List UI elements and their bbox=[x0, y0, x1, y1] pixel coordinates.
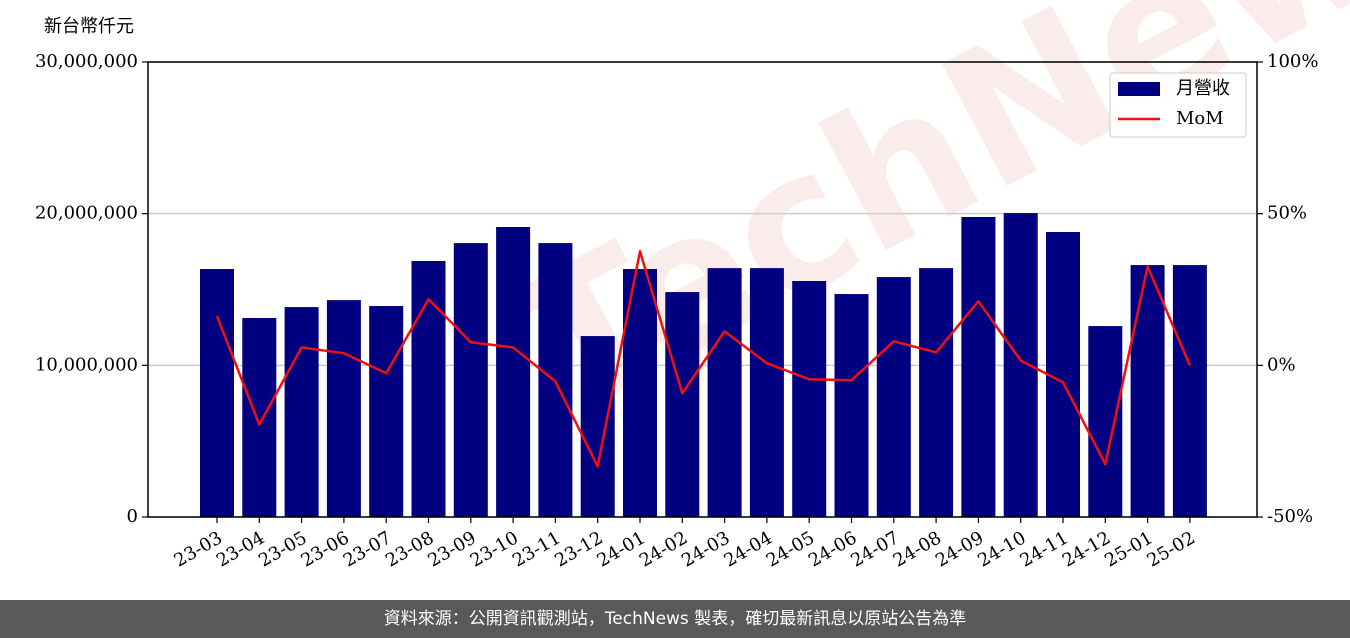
bar bbox=[326, 300, 361, 517]
bar bbox=[453, 243, 488, 517]
bar bbox=[961, 217, 996, 517]
y-tick-label: 10,000,000 bbox=[35, 354, 138, 375]
y2-tick-label: 50% bbox=[1267, 203, 1307, 224]
y-tick-label: 30,000,000 bbox=[35, 51, 138, 72]
y-axis-label: 新台幣仟元 bbox=[44, 16, 134, 37]
bar bbox=[580, 336, 615, 517]
legend-swatch bbox=[1118, 82, 1160, 96]
bar bbox=[200, 269, 234, 517]
bar bbox=[707, 268, 742, 517]
bar bbox=[1172, 265, 1207, 517]
y2-tick-label: 0% bbox=[1267, 354, 1296, 375]
footer-text: 資料來源：公開資訊觀測站，TechNews 製表，確切最新訊息以原站公告為準 bbox=[384, 609, 966, 629]
y-tick-label: 20,000,000 bbox=[35, 203, 138, 224]
bar bbox=[1046, 232, 1080, 518]
footer-bar bbox=[0, 600, 1350, 638]
bar bbox=[1003, 213, 1038, 517]
bar bbox=[284, 307, 319, 517]
line bbox=[215, 250, 1192, 468]
bar bbox=[411, 260, 446, 517]
y-tick-label: 0 bbox=[127, 506, 138, 527]
bar bbox=[1130, 265, 1165, 517]
bar bbox=[242, 318, 277, 517]
bar bbox=[496, 227, 531, 517]
bar bbox=[749, 268, 784, 517]
bar bbox=[876, 277, 911, 517]
y2-tick-label: 100% bbox=[1267, 51, 1318, 72]
bar bbox=[665, 292, 700, 517]
legend-label: 月營收 bbox=[1176, 78, 1230, 99]
legend-label: MoM bbox=[1176, 108, 1224, 129]
bar bbox=[834, 294, 869, 517]
bar bbox=[792, 281, 827, 517]
bar bbox=[1088, 326, 1123, 517]
x-tick-label: 25-02 bbox=[1143, 527, 1198, 571]
y2-tick-label: -50% bbox=[1267, 506, 1313, 527]
bar bbox=[369, 306, 404, 517]
bar bbox=[919, 268, 954, 517]
plot-frame bbox=[147, 61, 1258, 518]
